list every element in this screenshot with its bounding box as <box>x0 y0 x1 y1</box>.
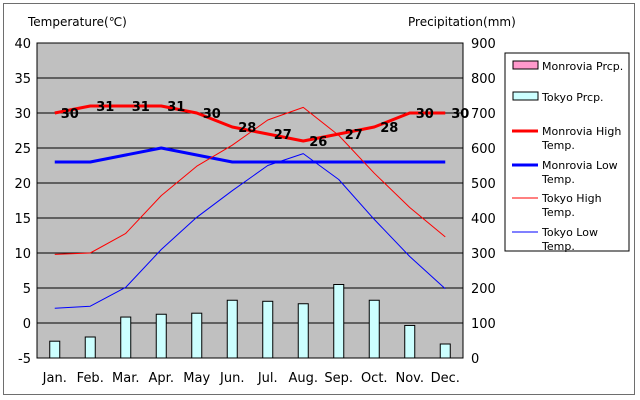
data-label: 27 <box>274 128 292 143</box>
x-tick-label: Sep. <box>324 371 353 386</box>
precip-bar <box>155 313 167 359</box>
x-tick-label: Dec. <box>431 371 460 386</box>
left-tick-label: 0 <box>23 317 31 332</box>
right-tick-label: 500 <box>471 177 496 192</box>
data-label: 31 <box>132 100 150 115</box>
left-tick-label: 15 <box>14 212 31 227</box>
left-tick-label: 30 <box>14 107 31 122</box>
legend-label: Tokyo Prcp. <box>541 91 604 104</box>
data-label: 27 <box>345 128 363 143</box>
data-label: 31 <box>167 100 185 115</box>
x-tick-label: Aug. <box>288 371 318 386</box>
left-tick-label: 5 <box>23 282 31 297</box>
left-axis-title: Temperature(℃) <box>27 15 127 29</box>
legend-swatch <box>512 60 539 70</box>
x-tick-label: Oct. <box>361 371 388 386</box>
legend-label: Monrovia Low Temp. <box>541 159 618 186</box>
x-tick-label: Jun. <box>219 371 244 386</box>
right-axis-title: Precipitation(mm) <box>408 15 516 29</box>
data-label: 26 <box>309 135 327 150</box>
data-label: 31 <box>96 100 114 115</box>
right-tick-label: 900 <box>471 37 496 52</box>
precip-bar <box>120 316 132 359</box>
right-tick-label: 700 <box>471 107 496 122</box>
x-tick-label: Nov. <box>396 371 425 386</box>
data-label: 28 <box>238 121 256 136</box>
right-tick-label: 600 <box>471 142 496 157</box>
left-tick-label: 35 <box>14 72 31 87</box>
right-tick-label: 400 <box>471 212 496 227</box>
x-tick-label: Feb. <box>77 371 104 386</box>
temp-line <box>54 106 446 255</box>
legend-label: Tokyo Low Temp. <box>541 226 598 253</box>
legend-label: Tokyo High Temp. <box>541 192 602 219</box>
x-tick-label: May <box>183 371 210 386</box>
precip-bar <box>226 299 238 359</box>
precip-bar <box>368 299 380 359</box>
precip-bar <box>49 340 61 359</box>
right-tick-label: 800 <box>471 72 496 87</box>
left-tick-label: 40 <box>14 37 31 52</box>
data-label: 28 <box>380 121 398 136</box>
x-tick-label: Jul. <box>257 371 278 386</box>
temp-line <box>54 153 446 309</box>
legend-label: Monrovia High Temp. <box>541 125 621 152</box>
legend-box <box>504 52 630 252</box>
right-tick-label: 200 <box>471 282 496 297</box>
precip-bar <box>439 343 451 359</box>
left-tick-label: 10 <box>14 247 31 262</box>
precip-bar <box>262 300 274 359</box>
data-label: 30 <box>451 107 469 122</box>
temp-line <box>54 104 446 143</box>
legend-label: Monrovia Prcp. <box>542 60 623 73</box>
left-tick-label: 20 <box>14 177 31 192</box>
right-tick-label: 100 <box>471 317 496 332</box>
temp-line <box>54 146 446 164</box>
precip-bar <box>333 284 345 359</box>
x-tick-label: Apr. <box>149 371 174 386</box>
data-label: 30 <box>416 107 434 122</box>
precip-bar <box>297 303 309 359</box>
precip-bar <box>84 336 96 359</box>
precip-bar <box>404 324 416 359</box>
data-label: 30 <box>61 107 79 122</box>
legend-swatch <box>512 91 539 101</box>
precip-bar <box>191 312 203 359</box>
x-tick-label: Jan. <box>42 371 67 386</box>
left-tick-label: 25 <box>14 142 31 157</box>
data-label: 30 <box>203 107 221 122</box>
right-tick-label: 300 <box>471 247 496 262</box>
left-tick-label: -5 <box>18 352 31 367</box>
plot-area <box>36 42 464 359</box>
x-tick-label: Mar. <box>112 371 139 386</box>
right-tick-label: 0 <box>471 352 479 367</box>
